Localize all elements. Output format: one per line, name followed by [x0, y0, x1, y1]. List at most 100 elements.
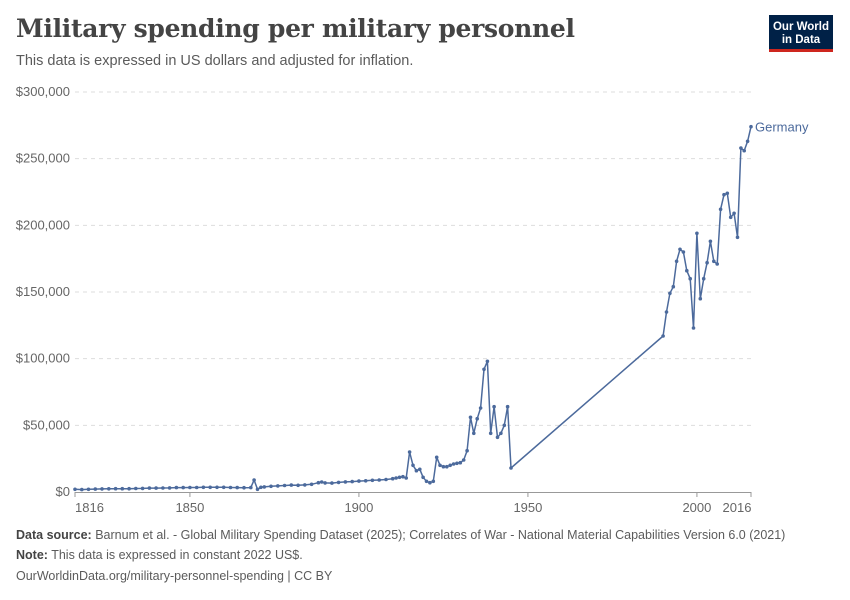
data-point: [303, 483, 307, 487]
data-point: [505, 404, 510, 409]
data-point: [100, 487, 104, 491]
data-point: [715, 262, 719, 266]
data-point: [728, 215, 733, 220]
data-point: [664, 310, 669, 314]
url-text[interactable]: OurWorldinData.org/military-personnel-sp…: [16, 569, 333, 583]
data-point: [448, 463, 453, 468]
data-point: [431, 479, 436, 484]
data-point: [465, 448, 469, 453]
series-label-germany: Germany: [755, 120, 809, 135]
y-tick-label: $0: [56, 484, 70, 499]
y-tick-label: $100,000: [16, 351, 70, 366]
data-point: [698, 296, 703, 301]
data-point: [401, 474, 405, 479]
x-tick-label: 1816: [75, 500, 104, 515]
data-point: [201, 485, 206, 490]
data-point: [458, 460, 463, 465]
data-point: [86, 487, 91, 492]
data-point: [478, 406, 483, 410]
data-point: [735, 235, 740, 240]
data-point: [418, 467, 422, 472]
data-point: [113, 486, 118, 491]
data-point: [134, 486, 138, 491]
data-point: [363, 479, 368, 483]
data-point: [668, 291, 672, 296]
data-point: [252, 478, 256, 482]
data-point: [384, 477, 388, 482]
data-point: [107, 487, 111, 491]
data-point: [708, 239, 713, 244]
data-point: [323, 481, 327, 485]
data-point: [485, 359, 490, 364]
data-point: [343, 480, 348, 484]
data-point: [154, 486, 158, 490]
y-tick-label: $50,000: [23, 417, 70, 432]
note-line: Note: This data is expressed in constant…: [16, 548, 303, 562]
data-point: [701, 276, 706, 281]
x-tick-label: 1900: [344, 500, 373, 515]
data-source-label: Data source:: [16, 528, 92, 542]
data-point: [316, 480, 321, 485]
data-point: [259, 485, 263, 490]
data-point: [407, 450, 412, 454]
data-point: [742, 148, 746, 153]
y-tick-label: $200,000: [16, 217, 70, 232]
y-tick-labels: $0 $50,000 $100,000 $150,000 $200,000 $250,00…: [16, 84, 70, 499]
series-germany[interactable]: Germany: [73, 120, 809, 492]
data-point: [357, 479, 361, 483]
data-point: [194, 485, 199, 490]
data-point: [492, 404, 496, 409]
data-point: [404, 476, 409, 480]
data-point: [722, 192, 726, 197]
data-point: [499, 431, 503, 436]
data-point: [127, 486, 131, 491]
data-point: [685, 268, 689, 273]
data-source-text[interactable]: Barnum et al. - Global Military Spending…: [95, 528, 786, 542]
series-line: [74, 126, 752, 491]
x-axis: 1816 1850 1900 1950 2000 2016: [74, 492, 752, 515]
data-point: [309, 482, 314, 487]
data-point: [235, 485, 239, 490]
data-point: [695, 231, 699, 236]
data-point: [319, 480, 324, 484]
data-point: [705, 260, 709, 265]
data-point: [255, 487, 260, 492]
data-point: [434, 455, 439, 460]
data-point: [681, 250, 686, 254]
data-point: [688, 276, 692, 281]
data-point: [215, 485, 219, 490]
owid-logo[interactable]: Our World in Data: [769, 15, 833, 52]
logo-line-2: in Data: [781, 33, 821, 46]
data-point: [712, 259, 716, 264]
logo-accent-bar: [769, 49, 833, 52]
data-point: [228, 485, 233, 490]
data-point: [221, 485, 226, 490]
url-line[interactable]: OurWorldinData.org/military-personnel-sp…: [16, 569, 332, 583]
data-point: [181, 485, 185, 490]
data-point: [208, 485, 212, 490]
data-point: [441, 464, 446, 469]
data-point: [397, 475, 402, 480]
data-point: [468, 415, 473, 420]
data-point: [167, 486, 172, 490]
note-label: Note:: [16, 548, 48, 562]
data-point: [502, 423, 507, 428]
chart-title: Military spending per military personnel: [16, 14, 575, 43]
data-point: [718, 207, 723, 212]
data-point: [296, 483, 300, 488]
data-source-line: Data source: Barnum et al. - Global Mili…: [16, 528, 785, 542]
data-point: [289, 483, 294, 487]
data-point: [674, 259, 679, 264]
data-point: [262, 485, 267, 489]
data-point: [269, 484, 273, 489]
x-tick-label: 2000: [682, 500, 711, 515]
data-point: [691, 326, 696, 330]
data-point: [140, 486, 145, 491]
data-point: [73, 487, 77, 492]
x-tick-label: 1950: [513, 500, 542, 515]
data-point: [455, 461, 459, 466]
chart-subtitle: This data is expressed in US dollars and…: [16, 53, 414, 69]
data-point: [451, 462, 456, 466]
data-point: [120, 486, 125, 491]
data-point: [242, 485, 246, 490]
